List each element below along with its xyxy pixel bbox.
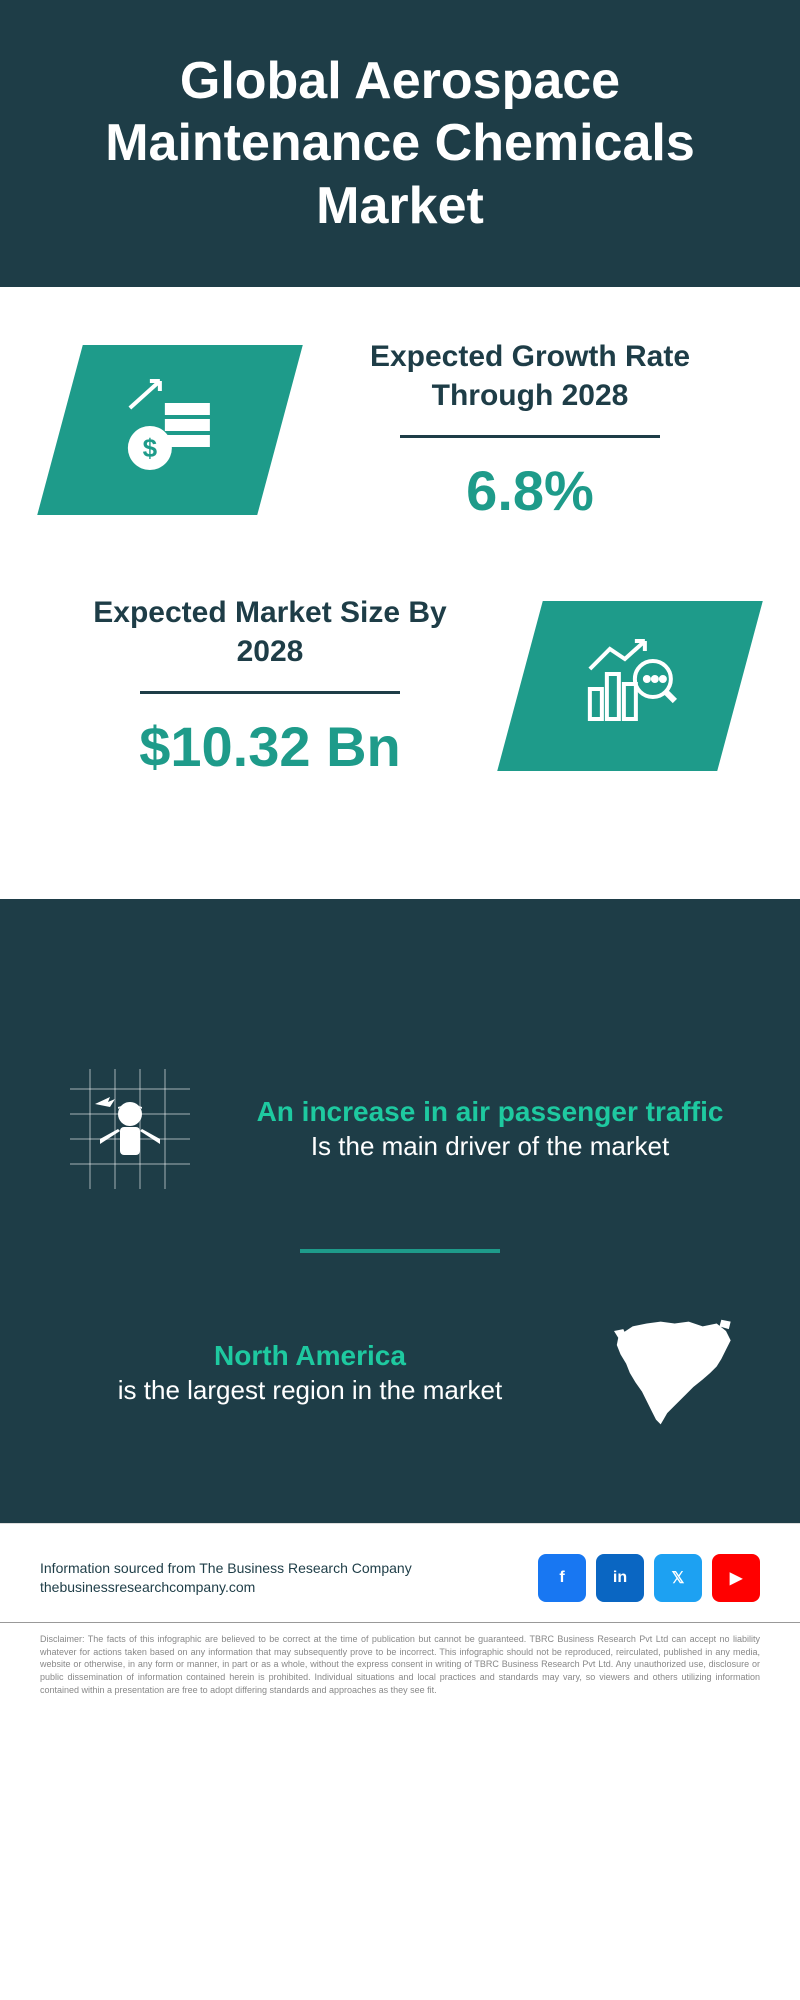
twitter-icon[interactable]: 𝕏 [654, 1554, 702, 1602]
social-icons: f in 𝕏 ▶ [538, 1554, 760, 1602]
region-sub: is the largest region in the market [60, 1374, 560, 1408]
source-line-1: Information sourced from The Business Re… [40, 1559, 412, 1579]
money-growth-icon: $ [115, 373, 225, 488]
driver-fact-text: An increase in air passenger traffic Is … [240, 1094, 740, 1164]
footer: Information sourced from The Business Re… [0, 1523, 800, 1622]
market-size-stat-row: Expected Market Size By 2028 $10.32 Bn [60, 593, 740, 779]
growth-stat-row: $ Expected Growth Rate Through 2028 6.8% [60, 337, 740, 523]
disclaimer-section: Disclaimer: The facts of this infographi… [0, 1622, 800, 1726]
north-america-map-icon [600, 1303, 740, 1443]
pilot-icon [60, 1059, 200, 1199]
facebook-icon[interactable]: f [538, 1554, 586, 1602]
growth-stat-text: Expected Growth Rate Through 2028 6.8% [320, 337, 740, 523]
market-size-label: Expected Market Size By 2028 [60, 593, 480, 671]
analytics-icon [575, 629, 685, 744]
growth-label: Expected Growth Rate Through 2028 [320, 337, 740, 415]
source-line-2: thebusinessresearchcompany.com [40, 1578, 412, 1598]
divider [400, 435, 660, 438]
svg-text:$: $ [143, 433, 158, 463]
page-title: Global Aerospace Maintenance Chemicals M… [40, 50, 760, 237]
driver-highlight: An increase in air passenger traffic [240, 1094, 740, 1130]
stats-section: $ Expected Growth Rate Through 2028 6.8% [0, 287, 800, 899]
linkedin-icon[interactable]: in [596, 1554, 644, 1602]
footer-source: Information sourced from The Business Re… [40, 1559, 412, 1598]
market-size-stat-text: Expected Market Size By 2028 $10.32 Bn [60, 593, 480, 779]
growth-value: 6.8% [320, 458, 740, 523]
disclaimer-text: Disclaimer: The facts of this infographi… [40, 1633, 760, 1696]
header-banner: Global Aerospace Maintenance Chemicals M… [0, 0, 800, 287]
youtube-icon[interactable]: ▶ [712, 1554, 760, 1602]
teal-divider [300, 1249, 500, 1253]
driver-sub: Is the main driver of the market [240, 1130, 740, 1164]
growth-icon-box: $ [37, 345, 303, 515]
region-fact-row: North America is the largest region in t… [60, 1303, 740, 1443]
driver-fact-row: An increase in air passenger traffic Is … [60, 1059, 740, 1199]
market-size-icon-box [497, 601, 763, 771]
city-skyline [0, 899, 800, 1019]
region-highlight: North America [60, 1338, 560, 1374]
market-size-value: $10.32 Bn [60, 714, 480, 779]
divider [140, 691, 400, 694]
facts-section: An increase in air passenger traffic Is … [0, 1019, 800, 1523]
region-fact-text: North America is the largest region in t… [60, 1338, 560, 1408]
